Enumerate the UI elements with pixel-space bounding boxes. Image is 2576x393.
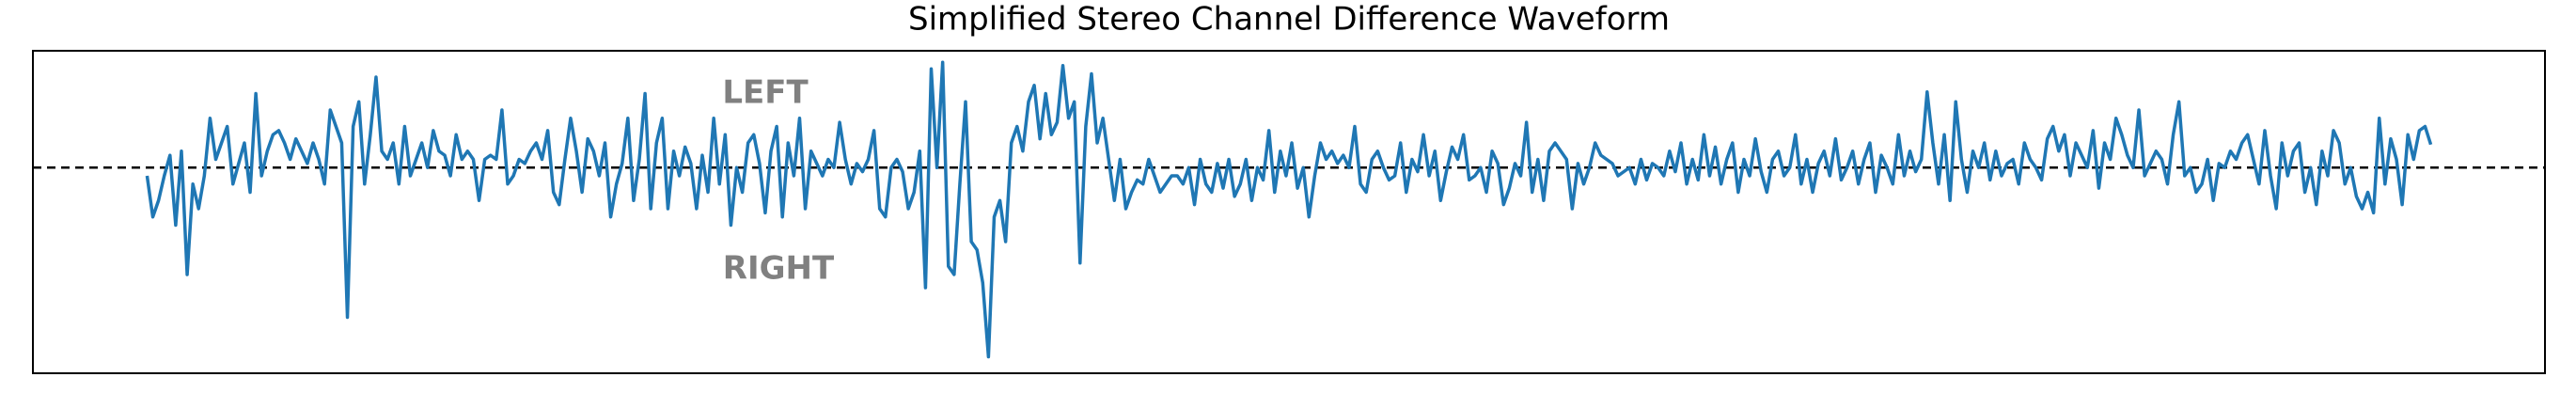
waveform-line (145, 60, 2433, 359)
annotation: RIGHT (723, 250, 835, 288)
chart-title: Simplified Stereo Channel Difference Wav… (908, 1, 1670, 39)
plot-frame (32, 50, 2546, 374)
annotation: LEFT (722, 74, 809, 112)
